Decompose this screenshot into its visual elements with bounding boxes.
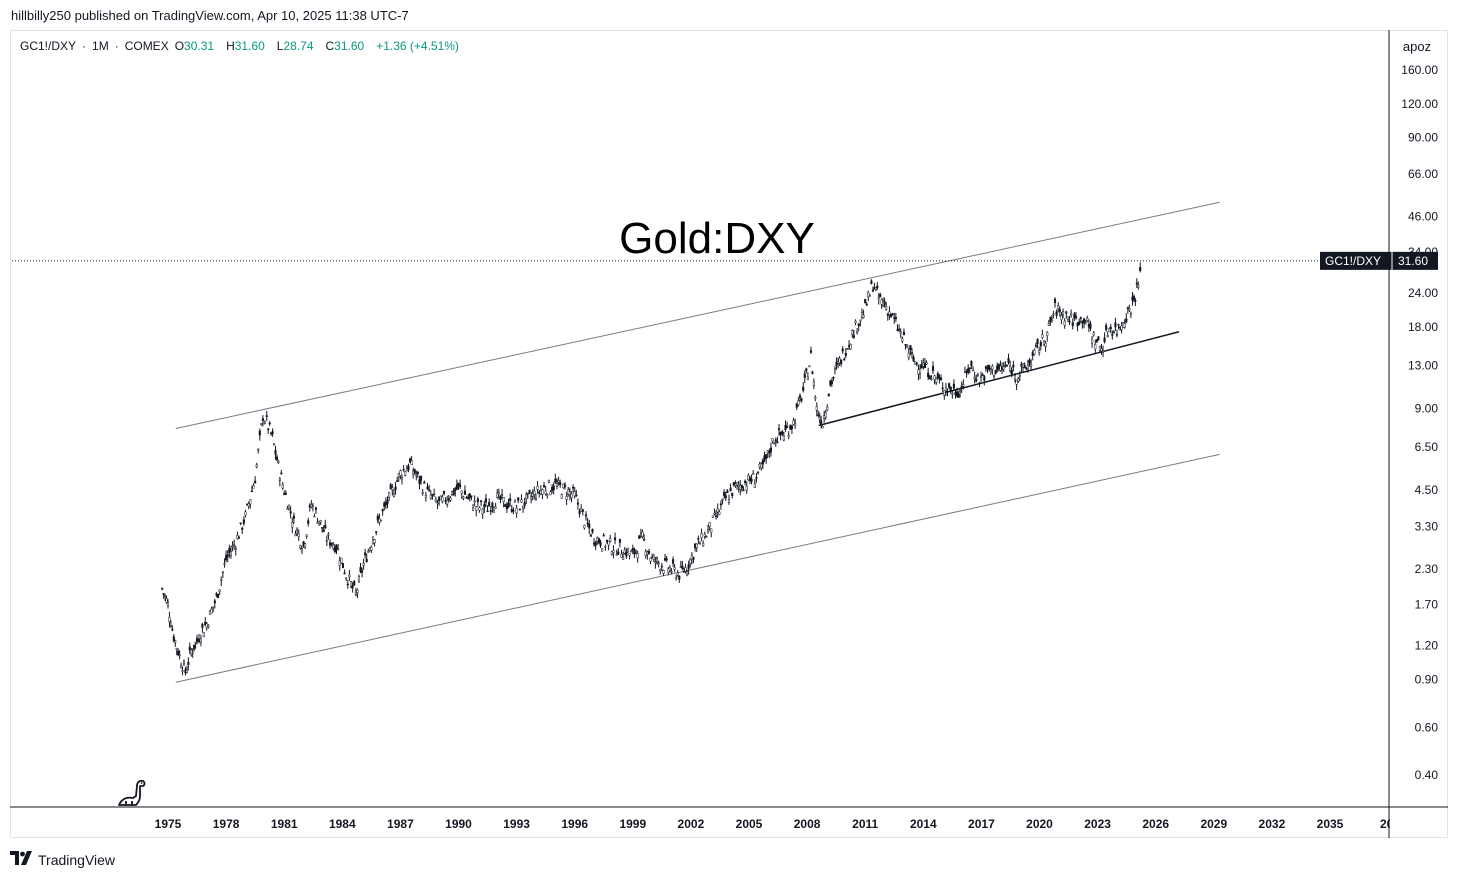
legend-sep-2: · [114, 39, 119, 53]
legend-symbol[interactable]: GC1!/DXY [20, 39, 77, 53]
legend-low: L28.74 [277, 39, 320, 53]
legend-open: O30.31 [175, 39, 220, 53]
publish-header: hillbilly250 published on TradingView.co… [11, 8, 409, 23]
chart-frame [10, 30, 1448, 838]
legend-low-label: L [276, 39, 284, 53]
auto-scale-button[interactable]: apoz [1393, 32, 1441, 60]
legend-high-value: 31.60 [234, 39, 265, 53]
legend-close-label: C [325, 39, 335, 53]
legend-open-value: 30.31 [184, 39, 215, 53]
legend-interval[interactable]: 1M [92, 39, 109, 53]
tradingview-footer[interactable]: TradingView [10, 851, 115, 868]
tradingview-brand: TradingView [38, 851, 116, 868]
chart-legend: GC1!/DXY · 1M · COMEX O30.31 H31.60 L28.… [20, 39, 465, 53]
legend-exchange: COMEX [124, 39, 169, 53]
legend-high-label: H [226, 39, 235, 53]
tradingview-logo-icon [10, 851, 34, 868]
legend-change: +1.36 (+4.51%) [376, 39, 459, 53]
legend-close-value: 31.60 [334, 39, 365, 53]
legend-high: H31.60 [226, 39, 271, 53]
legend-low-value: 28.74 [283, 39, 314, 53]
legend-close: C31.60 [326, 39, 371, 53]
legend-open-label: O [174, 39, 185, 53]
dino-icon [116, 776, 148, 808]
legend-sep-1: · [82, 39, 87, 53]
